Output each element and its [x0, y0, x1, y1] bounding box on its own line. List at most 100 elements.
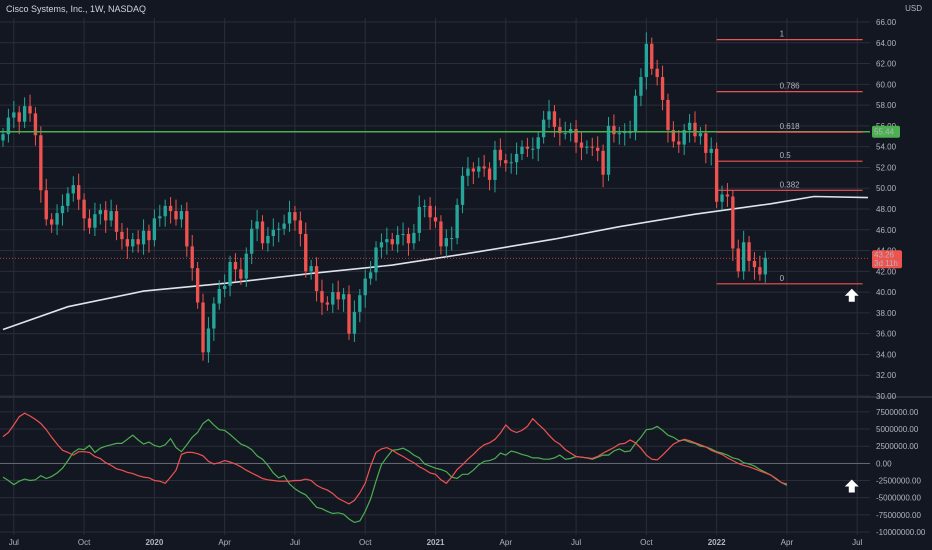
candle-body	[358, 295, 362, 312]
candle-body	[22, 106, 27, 122]
candle-body	[612, 125, 616, 135]
date-axis-tick: Jul	[290, 538, 300, 547]
candle-body	[547, 111, 551, 120]
price-axis-tick: 42.00	[876, 267, 897, 276]
oscillator-arrow-marker	[844, 479, 859, 493]
price-axis-tick: 60.00	[876, 80, 897, 89]
candle-body	[514, 153, 519, 163]
date-axis-tick: 2020	[145, 538, 163, 547]
price-axis-tick: 62.00	[876, 60, 897, 69]
candle-body	[633, 95, 638, 133]
candle-body	[141, 230, 146, 245]
candle-body	[433, 217, 438, 222]
candle-body	[104, 210, 108, 221]
candle-body	[747, 242, 751, 261]
candle-body	[347, 294, 351, 334]
date-axis-tick: Oct	[78, 538, 91, 547]
candle-body	[563, 133, 567, 135]
candle-body	[390, 239, 394, 245]
candle-body	[250, 228, 254, 254]
candle-body	[574, 129, 578, 143]
candle-body	[66, 193, 70, 206]
candle-body	[17, 112, 21, 122]
candle-body	[704, 133, 708, 153]
candle-body	[752, 260, 757, 268]
arrow-up-icon	[844, 479, 859, 493]
candle-body	[93, 214, 97, 228]
candle-body	[190, 246, 194, 269]
fib-level-label: 0.382	[780, 180, 801, 189]
candle-body	[109, 211, 113, 221]
candle-body	[477, 166, 481, 172]
candle-body	[314, 266, 319, 292]
candle-body	[509, 162, 513, 164]
date-axis-tick: Oct	[640, 538, 653, 547]
candle-body	[677, 141, 681, 145]
oscillator-axis-tick: 0.00	[876, 459, 892, 468]
price-axis-tick: 66.00	[876, 18, 897, 27]
price-axis-tick: 48.00	[876, 205, 897, 214]
candle-body	[590, 146, 594, 148]
candle-body	[266, 236, 270, 244]
price-tag-countdown: 3d 11h	[874, 259, 898, 268]
fib-level-label: 0.5	[780, 151, 792, 160]
candle-body	[201, 302, 205, 353]
candle-body	[136, 239, 140, 245]
candle-body	[49, 219, 54, 225]
candle-body	[277, 228, 281, 230]
oscillator-axis-tick: -5000000.00	[876, 494, 921, 503]
candle-body	[585, 146, 589, 148]
price-axis-tick: 40.00	[876, 288, 897, 297]
oscillator-axis-tick: 2500000.00	[876, 442, 919, 451]
price-axis-tick: 30.00	[876, 392, 897, 401]
candle-body	[120, 231, 124, 240]
candle-body	[287, 212, 292, 224]
candle-body	[98, 210, 102, 215]
price-axis-tick: 52.00	[876, 163, 897, 172]
date-axis-tick: Jul	[852, 538, 862, 547]
fib-level-label: 0	[780, 274, 785, 283]
candle-body	[152, 218, 157, 241]
candle-body	[466, 168, 470, 176]
candle-body	[639, 77, 643, 96]
candle-body	[174, 211, 178, 220]
candle-body	[195, 268, 200, 303]
currency-label: USD	[905, 4, 922, 13]
candle-body	[455, 204, 459, 239]
candle-body	[417, 206, 421, 233]
price-axis-tick: 38.00	[876, 309, 897, 318]
candle-body	[531, 148, 535, 150]
candle-body	[82, 199, 86, 219]
candle-body	[671, 130, 676, 142]
price-axis-tick: 34.00	[876, 350, 897, 359]
candle-body	[698, 133, 703, 137]
candle-body	[714, 148, 719, 202]
candle-body	[368, 272, 373, 279]
candle-body	[493, 149, 497, 180]
candle-body	[293, 212, 297, 221]
candle-body	[163, 205, 167, 217]
date-axis-tick: Oct	[359, 538, 372, 547]
oscillator-axis-tick: -2500000.00	[876, 477, 921, 486]
candle-body	[158, 216, 162, 219]
candle-body	[125, 239, 130, 247]
candle-body	[352, 311, 357, 334]
candle-body	[763, 257, 767, 275]
oscillator-axis-tick: 5000000.00	[876, 425, 919, 434]
chart-title: Cisco Systems, Inc., 1W, NASDAQ	[6, 4, 147, 14]
candle-body	[336, 292, 340, 300]
oscillator-axis-tick: -10000000.00	[876, 528, 926, 537]
arrow-up-icon	[844, 288, 859, 302]
candle-body	[450, 238, 454, 240]
candle-body	[341, 294, 346, 300]
candle-body	[687, 122, 692, 131]
candle-body	[736, 248, 740, 272]
candle-body	[395, 234, 400, 245]
support-line-tag	[872, 125, 900, 138]
candle-body	[44, 190, 48, 220]
candle-body	[244, 253, 248, 279]
candle-body	[309, 266, 313, 272]
candle-body	[60, 205, 65, 214]
